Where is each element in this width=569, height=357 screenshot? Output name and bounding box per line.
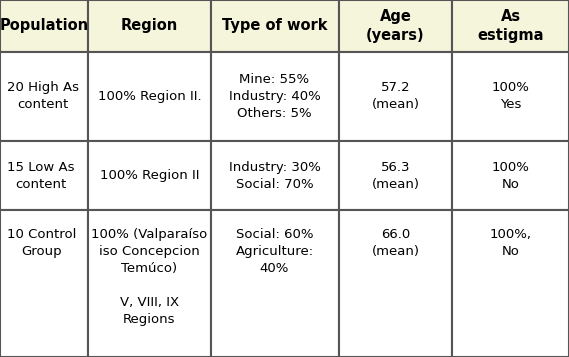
Bar: [339, 51, 452, 141]
Bar: [0, 0, 88, 51]
Text: 100% Region II.: 100% Region II.: [97, 90, 201, 103]
Bar: [211, 210, 339, 357]
Text: 20 High As
content: 20 High As content: [7, 81, 79, 111]
Bar: [211, 51, 339, 141]
Text: 100%
Yes: 100% Yes: [492, 81, 530, 111]
Bar: [88, 141, 211, 210]
Bar: [452, 210, 569, 357]
Text: 100% Region II: 100% Region II: [100, 169, 199, 182]
Bar: [0, 210, 88, 357]
Bar: [452, 141, 569, 210]
Text: Region: Region: [121, 18, 178, 33]
Text: 57.2
(mean): 57.2 (mean): [372, 81, 419, 111]
Text: 100%
No: 100% No: [492, 161, 530, 191]
Bar: [339, 141, 452, 210]
Text: Type of work: Type of work: [222, 18, 327, 33]
Text: 66.0
(mean): 66.0 (mean): [372, 228, 419, 258]
Bar: [211, 141, 339, 210]
Bar: [0, 141, 88, 210]
Bar: [88, 210, 211, 357]
Text: 100% (Valparaíso
iso Concepcion
Temúco)

V, VIII, IX
Regions: 100% (Valparaíso iso Concepcion Temúco) …: [91, 228, 208, 326]
Bar: [452, 51, 569, 141]
Bar: [339, 0, 452, 51]
Bar: [0, 51, 88, 141]
Bar: [88, 51, 211, 141]
Text: 56.3
(mean): 56.3 (mean): [372, 161, 419, 191]
Text: Industry: 30%
Social: 70%: Industry: 30% Social: 70%: [229, 161, 320, 191]
Bar: [339, 210, 452, 357]
Bar: [88, 0, 211, 51]
Text: Age
(years): Age (years): [366, 9, 425, 42]
Text: Population: Population: [0, 18, 89, 33]
Bar: [452, 0, 569, 51]
Text: As
estigma: As estigma: [477, 9, 544, 42]
Text: 10 Control
Group: 10 Control Group: [7, 228, 76, 258]
Text: Mine: 55%
Industry: 40%
Others: 5%: Mine: 55% Industry: 40% Others: 5%: [229, 73, 320, 120]
Bar: [211, 0, 339, 51]
Text: 100%,
No: 100%, No: [490, 228, 531, 258]
Text: 15 Low As
content: 15 Low As content: [7, 161, 75, 191]
Text: Social: 60%
Agriculture:
40%: Social: 60% Agriculture: 40%: [236, 228, 314, 275]
